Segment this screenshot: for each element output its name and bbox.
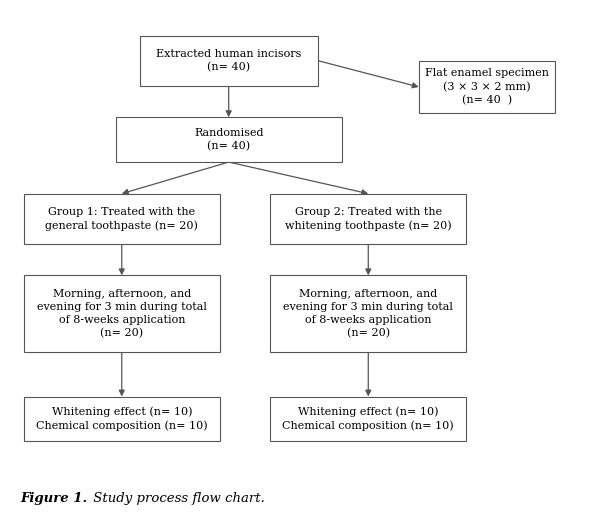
- Text: Morning, afternoon, and
evening for 3 min during total
of 8-weeks application
(n: Morning, afternoon, and evening for 3 mi…: [37, 289, 207, 338]
- Text: Study process flow chart.: Study process flow chart.: [89, 492, 265, 504]
- FancyBboxPatch shape: [419, 61, 555, 113]
- Text: Flat enamel specimen
(3 × 3 × 2 mm)
(n= 40  ): Flat enamel specimen (3 × 3 × 2 mm) (n= …: [425, 69, 549, 105]
- Text: Whitening effect (n= 10)
Chemical composition (n= 10): Whitening effect (n= 10) Chemical compos…: [283, 407, 454, 431]
- FancyBboxPatch shape: [24, 396, 220, 442]
- Text: Extracted human incisors
(n= 40): Extracted human incisors (n= 40): [156, 49, 301, 72]
- Text: Group 2: Treated with the
whitening toothpaste (n= 20): Group 2: Treated with the whitening toot…: [285, 207, 451, 231]
- Text: Randomised
(n= 40): Randomised (n= 40): [194, 128, 264, 151]
- FancyBboxPatch shape: [270, 396, 466, 442]
- Text: Group 1: Treated with the
general toothpaste (n= 20): Group 1: Treated with the general toothp…: [45, 207, 198, 231]
- FancyBboxPatch shape: [140, 36, 318, 85]
- Text: Whitening effect (n= 10)
Chemical composition (n= 10): Whitening effect (n= 10) Chemical compos…: [36, 407, 207, 431]
- Text: Figure 1.: Figure 1.: [21, 492, 88, 504]
- FancyBboxPatch shape: [270, 275, 466, 352]
- FancyBboxPatch shape: [270, 194, 466, 243]
- FancyBboxPatch shape: [116, 117, 342, 162]
- Text: Morning, afternoon, and
evening for 3 min during total
of 8-weeks application
(n: Morning, afternoon, and evening for 3 mi…: [283, 289, 453, 338]
- FancyBboxPatch shape: [24, 194, 220, 243]
- FancyBboxPatch shape: [24, 275, 220, 352]
